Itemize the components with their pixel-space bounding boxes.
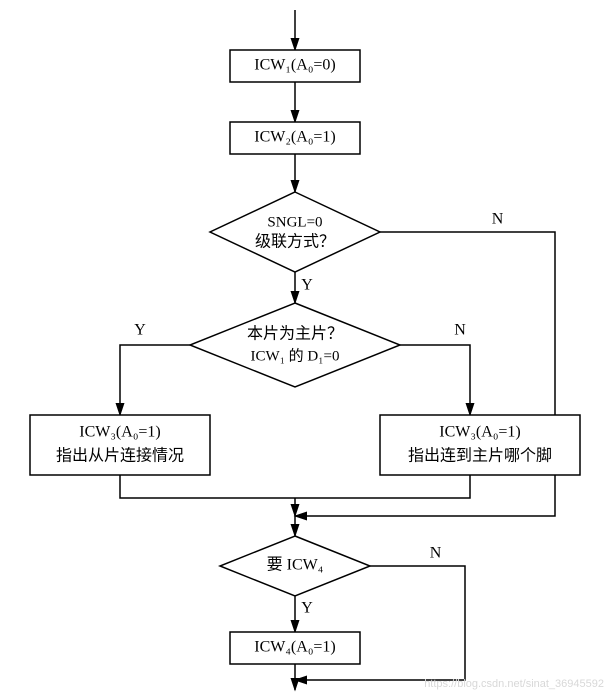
d3-text: 要 ICW₄ — [267, 556, 324, 574]
d2-line1: 本片为主片？ — [247, 325, 343, 343]
d3-y-label: Y — [301, 600, 313, 617]
watermark: https://blog.csdn.net/sinat_36945592 — [424, 678, 604, 690]
d1-y-label: Y — [301, 277, 313, 294]
icw2-text: ICW₂(A₀=1) — [254, 129, 336, 146]
icw1-text: ICW₁(A₀=0) — [254, 57, 336, 74]
d3-n-label: N — [430, 545, 442, 562]
d2-y-label: Y — [134, 322, 146, 339]
d2-line2: ICW₁ 的 D₁=0 — [251, 347, 340, 364]
icw3l-line1: ICW₃(A₀=1) — [79, 424, 161, 441]
icw3l-line2: 指出从片连接情况 — [56, 447, 184, 465]
icw4-text: ICW₄(A₀=1) — [254, 639, 336, 656]
icw3r-line2: 指出连到主片哪个脚 — [408, 447, 552, 465]
d2-n-label: N — [454, 322, 466, 339]
d1-n-label: N — [492, 211, 504, 228]
icw3r-line1: ICW₃(A₀=1) — [439, 424, 521, 441]
d1-line2: 级联方式？ — [255, 233, 335, 251]
d1-line1: SNGL=0 — [267, 214, 322, 230]
